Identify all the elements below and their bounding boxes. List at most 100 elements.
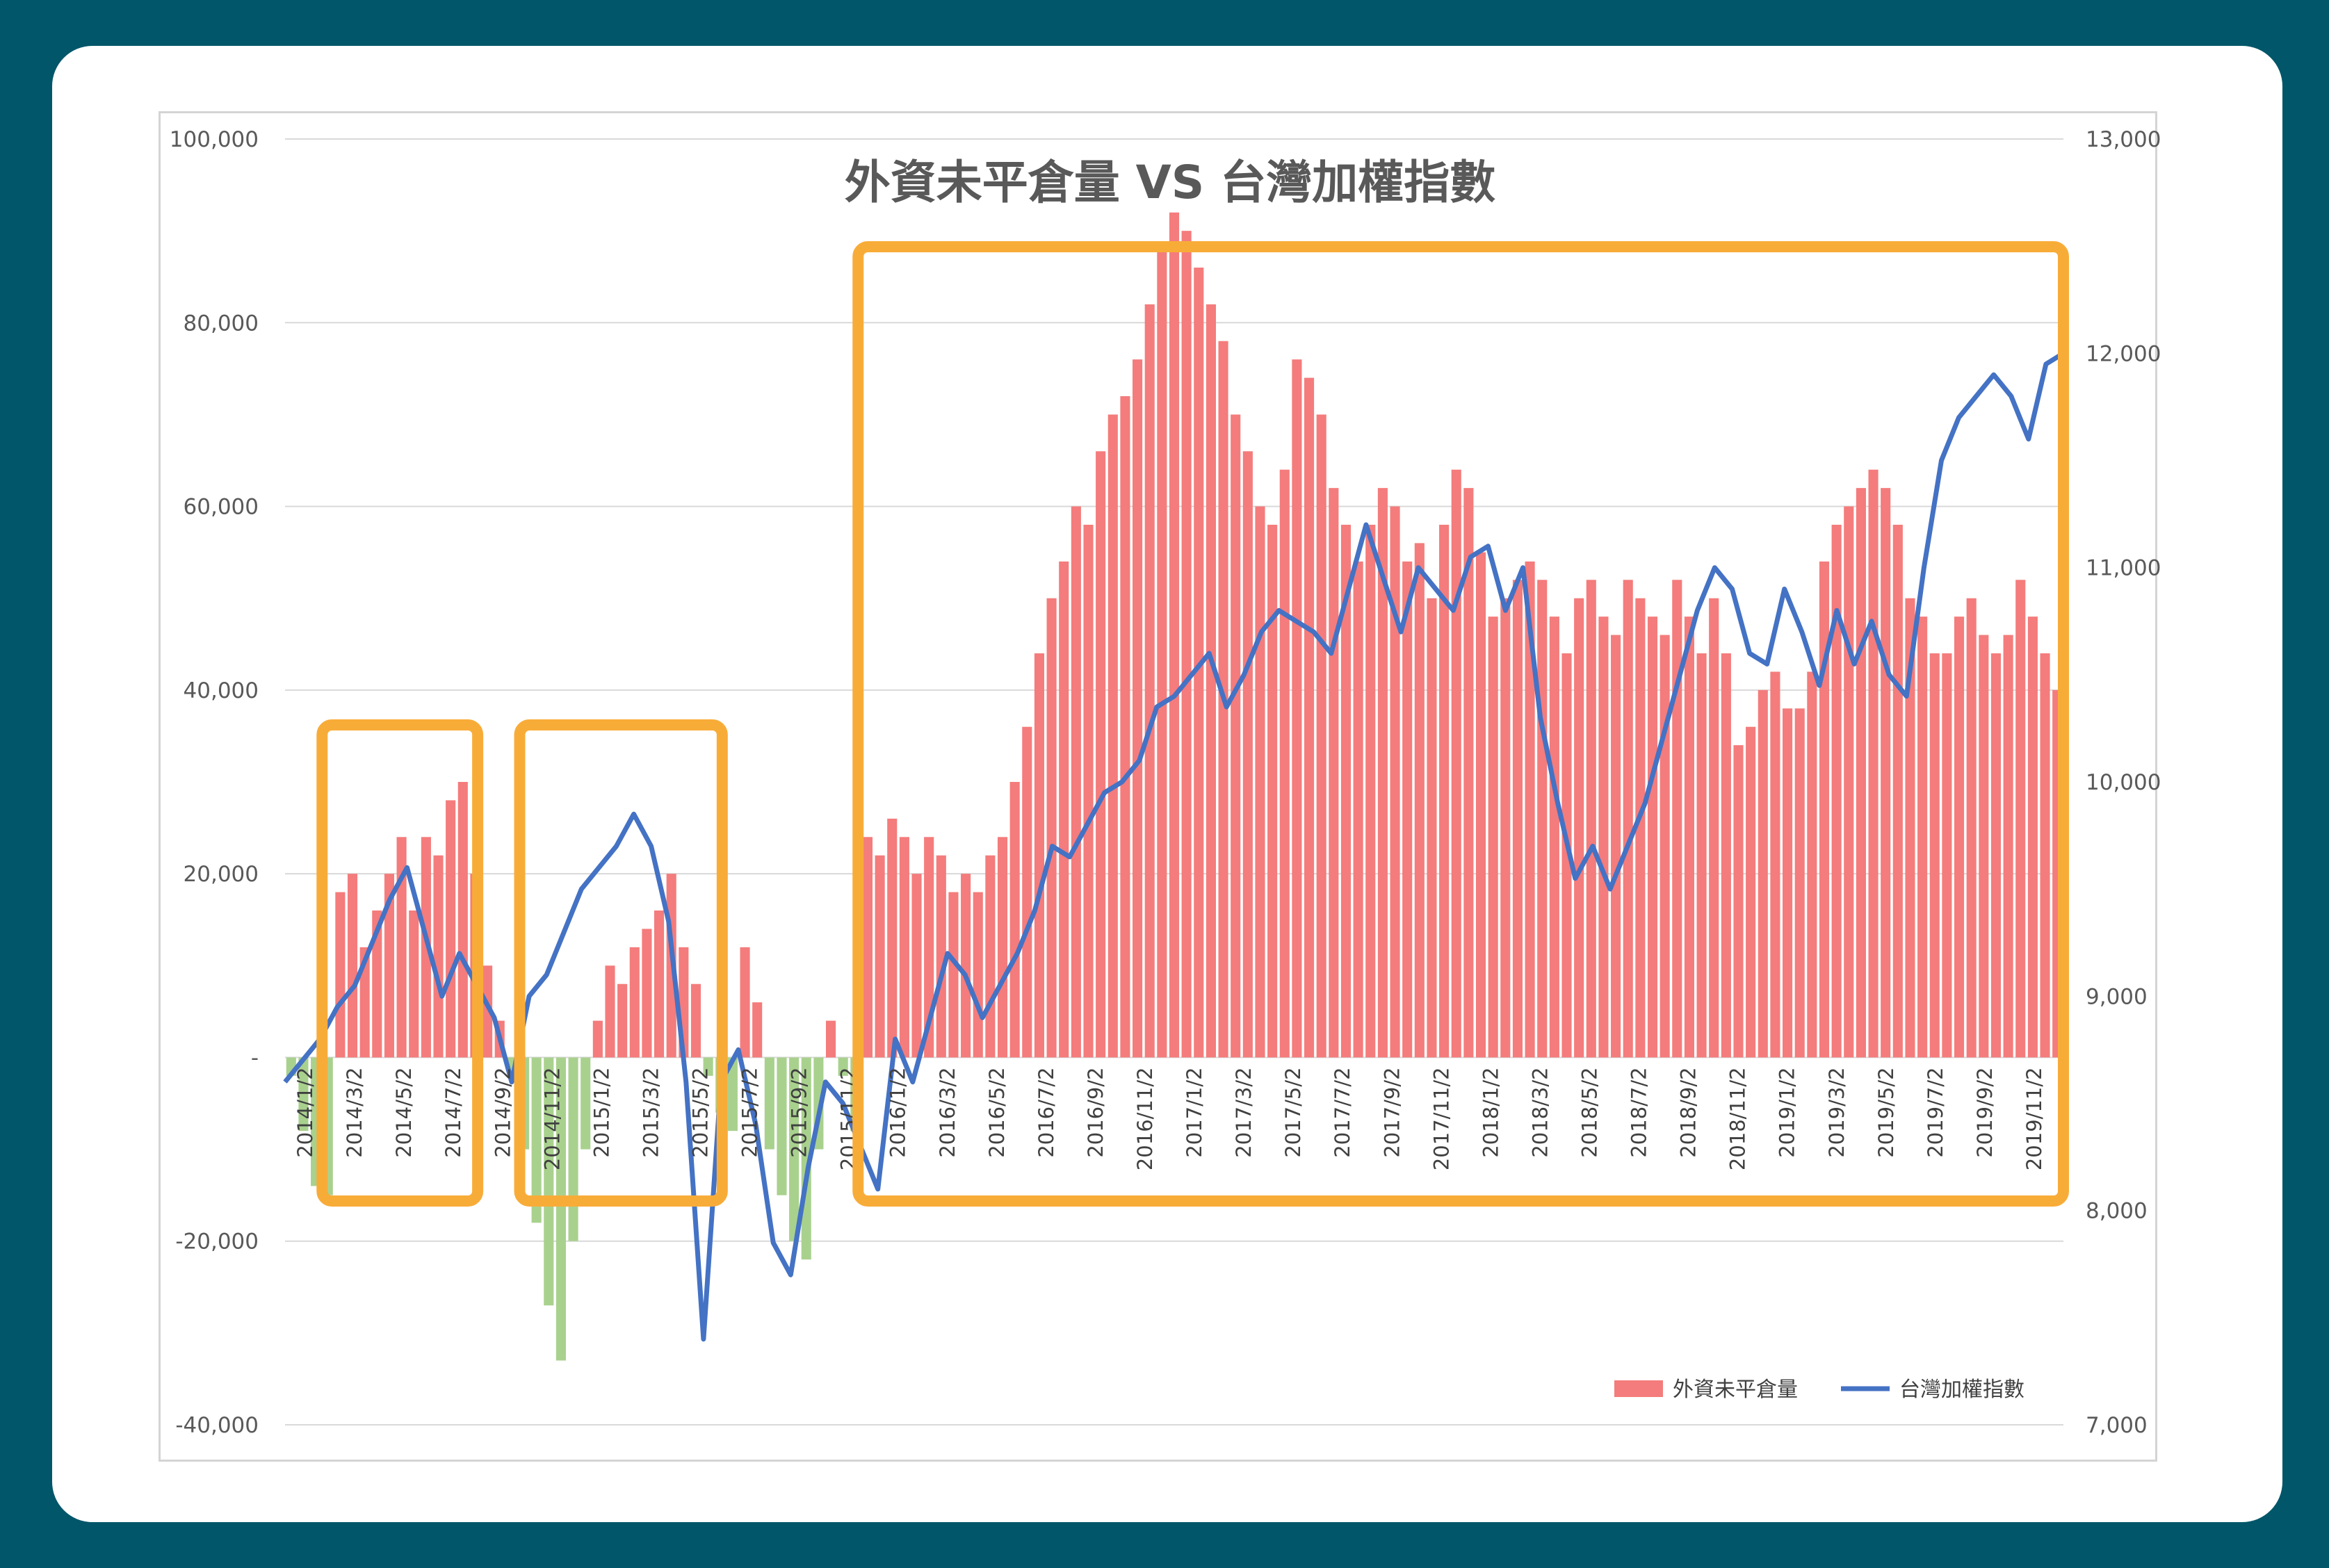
bar [825, 1020, 836, 1058]
bar [1892, 525, 1903, 1058]
bar [1574, 598, 1584, 1058]
bar [1353, 561, 1363, 1058]
bar [1794, 708, 1805, 1058]
bar [1292, 359, 1302, 1058]
bar [1096, 451, 1106, 1058]
bar [911, 874, 922, 1058]
bar [359, 947, 370, 1058]
bar [1107, 414, 1118, 1058]
bar [446, 800, 456, 1058]
bar [1917, 616, 1928, 1058]
bar [1659, 635, 1670, 1058]
x-tick-label: 2019/5/2 [1874, 1067, 1898, 1157]
bar [1905, 598, 1915, 1058]
legend: 外資未平倉量 台灣加權指數 [1614, 1378, 2024, 1402]
bar [1181, 231, 1192, 1058]
bar [1831, 525, 1842, 1058]
bar [862, 837, 873, 1058]
x-tick-label: 2015/7/2 [738, 1067, 762, 1157]
x-tick-label: 2016/11/2 [1133, 1067, 1157, 1170]
bar [1844, 506, 1854, 1058]
x-tick-label: 2017/9/2 [1380, 1067, 1404, 1157]
right-tick-label: 9,000 [2086, 984, 2148, 1009]
x-tick-label: 2014/7/2 [441, 1067, 465, 1157]
bar [1316, 414, 1326, 1058]
x-tick-label: 2014/11/2 [540, 1067, 564, 1170]
bar [924, 837, 934, 1058]
bar [2027, 616, 2038, 1058]
bar [1966, 598, 1977, 1058]
bar [875, 855, 885, 1058]
bar [2015, 580, 2026, 1058]
bar [347, 874, 358, 1058]
x-tick-label: 2016/1/2 [886, 1067, 910, 1157]
bar [1770, 671, 1780, 1058]
bar [372, 910, 382, 1058]
bar [1414, 543, 1425, 1058]
bar [2003, 635, 2013, 1058]
highlight-box [514, 719, 728, 1207]
bar [1059, 561, 1069, 1058]
x-tick-label: 2017/11/2 [1429, 1067, 1453, 1170]
bar [555, 1057, 566, 1361]
bar [1942, 653, 1952, 1058]
bar [409, 910, 419, 1058]
bar [1881, 488, 1891, 1058]
bar [1022, 726, 1032, 1058]
x-tick-label: 2019/9/2 [1973, 1067, 1997, 1157]
bar [1488, 616, 1498, 1058]
bar [1340, 525, 1352, 1058]
x-tick-label: 2014/3/2 [343, 1067, 366, 1157]
bar [1365, 525, 1376, 1058]
bar [1929, 653, 1940, 1058]
bar [1807, 671, 1817, 1058]
bar [1255, 506, 1265, 1058]
bar [1709, 598, 1719, 1058]
bar [1427, 598, 1437, 1058]
x-tick-label: 2019/7/2 [1924, 1067, 1947, 1157]
bar [457, 782, 468, 1058]
x-tick-label: 2018/1/2 [1479, 1067, 1502, 1157]
bar [1537, 580, 1548, 1058]
bar [1611, 635, 1621, 1058]
bar [654, 910, 665, 1058]
bar [1819, 561, 1830, 1058]
bar-series [286, 212, 2063, 1361]
bar [1463, 488, 1474, 1058]
bar [592, 1020, 603, 1058]
bar [1783, 708, 1793, 1058]
x-tick-label: 2018/5/2 [1578, 1067, 1602, 1157]
left-tick-label: -40,000 [175, 1413, 259, 1438]
right-tick-label: 12,000 [2086, 341, 2161, 366]
x-tick-label: 2018/7/2 [1628, 1067, 1651, 1157]
bar [1267, 525, 1278, 1058]
left-tick-label: - [251, 1045, 259, 1070]
index-line [283, 351, 2065, 1342]
bar [1402, 561, 1413, 1058]
bar [789, 1057, 800, 1241]
x-tick-label: 2014/5/2 [392, 1067, 416, 1157]
right-tick-label: 10,000 [2086, 770, 2161, 795]
bar [1672, 580, 1682, 1058]
bar [752, 1002, 763, 1058]
x-tick-label: 2015/3/2 [639, 1067, 663, 1157]
bar [1329, 488, 1339, 1058]
bar [1721, 653, 1731, 1058]
bar [948, 892, 959, 1058]
legend-label-line: 台灣加權指數 [1899, 1378, 2024, 1402]
bar [727, 1057, 738, 1132]
bar [1549, 616, 1559, 1058]
x-tick-label: 2016/7/2 [1034, 1067, 1058, 1157]
bar [1279, 469, 1290, 1058]
bar [1071, 506, 1081, 1058]
bar [1144, 304, 1155, 1058]
bar [1500, 598, 1511, 1058]
x-tick-label: 2017/3/2 [1232, 1067, 1256, 1157]
bar [1684, 616, 1694, 1058]
x-tick-label: 2018/11/2 [1726, 1067, 1750, 1170]
bar [617, 983, 628, 1058]
bar [997, 837, 1008, 1058]
left-tick-label: 100,000 [170, 127, 259, 152]
bar [1304, 377, 1315, 1058]
bar [899, 837, 909, 1058]
